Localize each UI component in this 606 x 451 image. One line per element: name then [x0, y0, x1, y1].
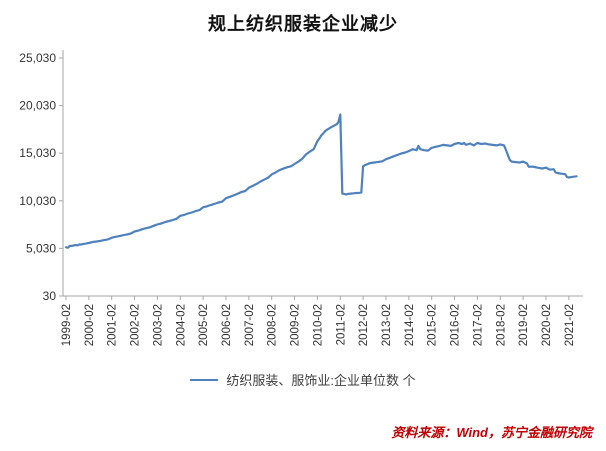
chart-title: 规上纺织服装企业减少: [208, 14, 398, 34]
svg-text:2010-02: 2010-02: [312, 304, 324, 346]
svg-text:2008-02: 2008-02: [267, 304, 279, 346]
legend-label: 纺织服装、服饰业:企业单位数 个: [226, 373, 416, 388]
svg-text:2013-02: 2013-02: [381, 304, 393, 346]
svg-text:1999-02: 1999-02: [61, 304, 73, 346]
svg-text:2014-02: 2014-02: [404, 304, 416, 346]
svg-text:30: 30: [43, 289, 57, 303]
svg-text:2012-02: 2012-02: [358, 304, 370, 346]
svg-text:2016-02: 2016-02: [450, 304, 462, 346]
svg-text:2002-02: 2002-02: [130, 304, 142, 346]
svg-text:2003-02: 2003-02: [152, 304, 164, 346]
svg-text:10,030: 10,030: [19, 194, 56, 208]
svg-text:2018-02: 2018-02: [495, 304, 507, 346]
svg-text:20,030: 20,030: [19, 99, 56, 113]
svg-text:2007-02: 2007-02: [244, 304, 256, 346]
chart-legend: 纺织服装、服饰业:企业单位数 个: [0, 370, 606, 389]
svg-text:2021-02: 2021-02: [564, 304, 576, 346]
svg-text:2017-02: 2017-02: [472, 304, 484, 346]
svg-text:2000-02: 2000-02: [84, 304, 96, 346]
svg-text:5,030: 5,030: [26, 241, 56, 255]
svg-text:2001-02: 2001-02: [107, 304, 119, 346]
svg-text:15,030: 15,030: [19, 146, 56, 160]
svg-text:2006-02: 2006-02: [221, 304, 233, 346]
svg-text:2019-02: 2019-02: [518, 304, 530, 346]
svg-text:2015-02: 2015-02: [427, 304, 439, 346]
svg-text:2004-02: 2004-02: [175, 304, 187, 346]
svg-text:2011-02: 2011-02: [335, 304, 347, 345]
svg-text:2009-02: 2009-02: [290, 304, 302, 346]
svg-text:2020-02: 2020-02: [541, 304, 553, 346]
svg-text:2005-02: 2005-02: [198, 304, 210, 346]
line-chart: 30 5,030 10,030 15,030 20,030 25,030 1999-02 20…: [19, 50, 583, 346]
data-source-note: 资料来源：Wind，苏宁金融研究院: [391, 425, 592, 440]
svg-text:25,030: 25,030: [19, 51, 56, 65]
legend-line-marker: [190, 378, 219, 381]
